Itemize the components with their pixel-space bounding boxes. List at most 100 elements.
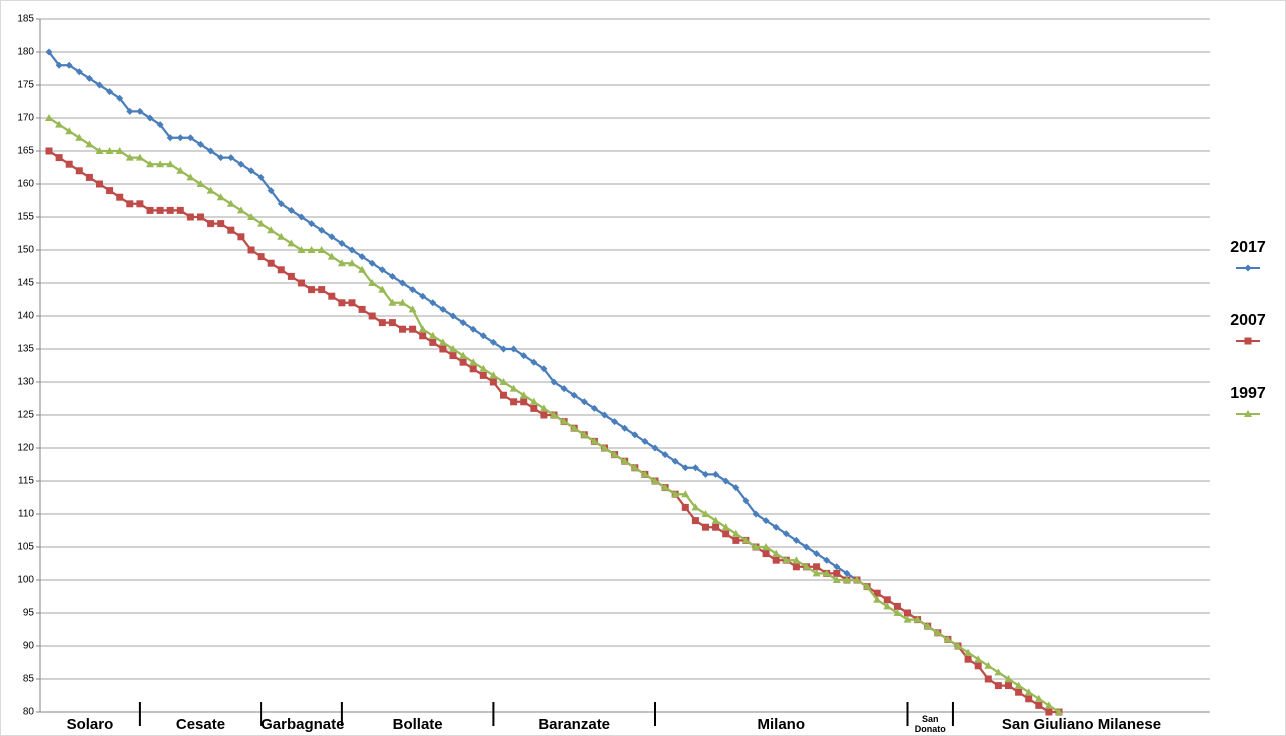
marker bbox=[65, 61, 73, 69]
x-group-label: Garbagnate bbox=[261, 716, 345, 733]
marker bbox=[419, 292, 427, 300]
marker bbox=[833, 563, 841, 571]
marker bbox=[368, 259, 376, 267]
marker bbox=[671, 490, 680, 498]
marker bbox=[1055, 708, 1063, 715]
marker bbox=[792, 536, 800, 544]
marker bbox=[510, 345, 518, 353]
marker bbox=[762, 550, 770, 558]
marker bbox=[832, 576, 841, 583]
marker bbox=[1024, 688, 1033, 696]
marker bbox=[399, 279, 406, 287]
marker bbox=[732, 484, 740, 492]
marker bbox=[368, 279, 377, 286]
marker bbox=[398, 298, 407, 306]
marker bbox=[722, 530, 730, 538]
marker bbox=[691, 517, 699, 525]
marker bbox=[106, 187, 114, 195]
marker bbox=[540, 365, 548, 373]
marker bbox=[994, 682, 1002, 690]
marker bbox=[691, 464, 699, 472]
marker bbox=[994, 668, 1003, 676]
y-tick-label: 130 bbox=[17, 377, 34, 388]
marker bbox=[893, 602, 901, 610]
y-tick-label: 140 bbox=[17, 311, 34, 322]
marker bbox=[257, 219, 266, 227]
marker bbox=[731, 529, 740, 537]
marker bbox=[712, 523, 720, 531]
marker bbox=[267, 259, 275, 267]
marker bbox=[439, 305, 447, 313]
marker bbox=[227, 154, 235, 162]
marker bbox=[1035, 701, 1043, 709]
marker bbox=[277, 266, 285, 274]
marker bbox=[55, 61, 63, 69]
marker bbox=[489, 378, 497, 386]
x-group-label: San Giuliano Milanese bbox=[1001, 716, 1162, 733]
marker bbox=[176, 206, 184, 214]
marker bbox=[500, 391, 507, 399]
marker bbox=[530, 358, 538, 366]
marker bbox=[651, 477, 659, 484]
y-tick-label: 115 bbox=[18, 476, 34, 487]
marker bbox=[1014, 681, 1023, 689]
marker bbox=[722, 477, 730, 485]
marker bbox=[933, 628, 942, 636]
marker bbox=[630, 463, 639, 471]
marker bbox=[984, 661, 993, 669]
marker bbox=[176, 134, 184, 142]
marker bbox=[570, 424, 579, 432]
marker bbox=[762, 517, 770, 525]
marker bbox=[236, 206, 245, 214]
marker bbox=[873, 589, 881, 597]
legend-label: 1997 bbox=[1230, 385, 1266, 402]
marker bbox=[843, 569, 851, 577]
marker bbox=[449, 345, 457, 352]
x-group-label: Cesate bbox=[175, 716, 226, 733]
y-tick-label: 120 bbox=[17, 443, 34, 454]
marker bbox=[974, 655, 983, 663]
marker bbox=[298, 279, 305, 287]
marker bbox=[75, 167, 83, 175]
marker bbox=[186, 134, 194, 142]
marker bbox=[560, 417, 569, 425]
marker bbox=[257, 253, 265, 261]
marker bbox=[519, 391, 528, 399]
marker bbox=[388, 272, 396, 280]
marker bbox=[520, 352, 528, 360]
marker bbox=[408, 305, 417, 313]
marker bbox=[943, 635, 952, 643]
marker bbox=[318, 286, 326, 294]
marker bbox=[530, 404, 538, 412]
marker bbox=[287, 239, 296, 247]
marker bbox=[803, 543, 810, 551]
marker bbox=[1005, 682, 1012, 690]
y-tick-label: 145 bbox=[17, 278, 34, 289]
x-group-label: Baranzate bbox=[538, 716, 611, 733]
marker bbox=[115, 147, 124, 154]
marker bbox=[681, 490, 690, 498]
marker bbox=[601, 411, 608, 419]
marker bbox=[287, 206, 295, 214]
marker bbox=[217, 220, 225, 228]
y-tick-label: 85 bbox=[23, 674, 35, 685]
marker bbox=[388, 298, 397, 306]
marker bbox=[661, 483, 670, 491]
marker bbox=[196, 180, 205, 187]
line bbox=[48, 150, 1059, 714]
x-group-label: Solaro bbox=[66, 716, 114, 733]
series bbox=[45, 147, 1063, 716]
marker bbox=[954, 642, 962, 649]
marker bbox=[75, 68, 83, 76]
marker bbox=[449, 312, 457, 320]
marker bbox=[721, 523, 730, 531]
marker bbox=[156, 206, 164, 214]
marker bbox=[45, 48, 53, 56]
marker bbox=[823, 556, 831, 564]
marker bbox=[1015, 688, 1023, 696]
marker bbox=[772, 556, 780, 564]
marker bbox=[358, 265, 367, 273]
marker bbox=[570, 391, 578, 399]
marker bbox=[338, 299, 346, 307]
